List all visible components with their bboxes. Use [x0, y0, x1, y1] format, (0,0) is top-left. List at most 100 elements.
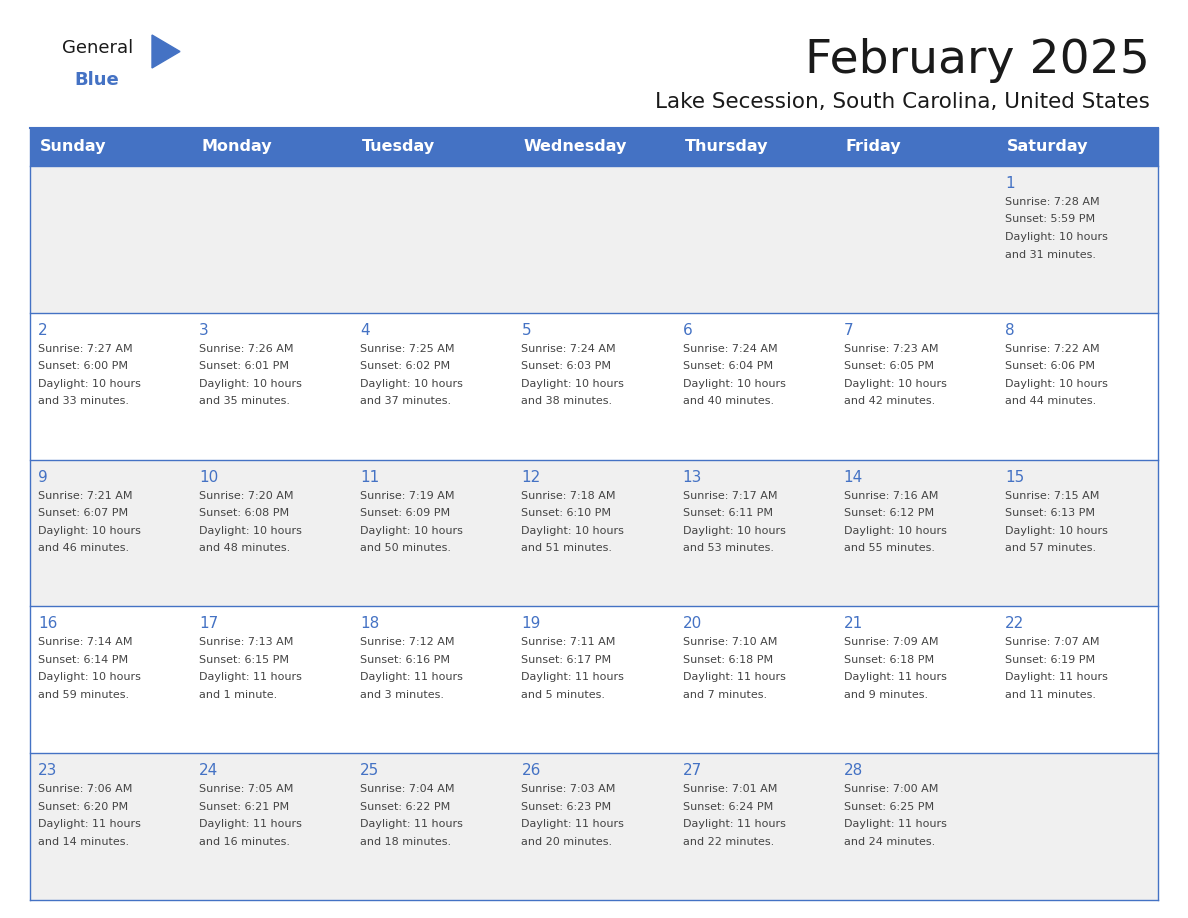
Text: Daylight: 10 hours: Daylight: 10 hours: [38, 379, 141, 389]
Text: Daylight: 11 hours: Daylight: 11 hours: [200, 819, 302, 829]
Text: Sunrise: 7:01 AM: Sunrise: 7:01 AM: [683, 784, 777, 794]
Text: Daylight: 10 hours: Daylight: 10 hours: [38, 526, 141, 535]
Text: and 33 minutes.: and 33 minutes.: [38, 397, 129, 407]
Text: Sunset: 6:17 PM: Sunset: 6:17 PM: [522, 655, 612, 665]
Text: Blue: Blue: [74, 71, 119, 89]
Text: Sunrise: 7:16 AM: Sunrise: 7:16 AM: [843, 490, 939, 500]
Text: 11: 11: [360, 470, 379, 485]
Text: and 42 minutes.: and 42 minutes.: [843, 397, 935, 407]
Bar: [30, 607, 1158, 753]
Text: Sunset: 6:10 PM: Sunset: 6:10 PM: [522, 508, 612, 518]
Text: Sunrise: 7:20 AM: Sunrise: 7:20 AM: [200, 490, 293, 500]
Text: 27: 27: [683, 763, 702, 778]
Text: Sunrise: 7:14 AM: Sunrise: 7:14 AM: [38, 637, 133, 647]
Text: 9: 9: [38, 470, 48, 485]
Text: Sunset: 6:13 PM: Sunset: 6:13 PM: [1005, 508, 1095, 518]
Text: Sunrise: 7:15 AM: Sunrise: 7:15 AM: [1005, 490, 1099, 500]
Text: Daylight: 10 hours: Daylight: 10 hours: [1005, 379, 1107, 389]
Text: and 46 minutes.: and 46 minutes.: [38, 543, 129, 554]
Text: Sunset: 6:18 PM: Sunset: 6:18 PM: [843, 655, 934, 665]
Text: 4: 4: [360, 323, 369, 338]
Text: 19: 19: [522, 616, 541, 632]
Text: Daylight: 11 hours: Daylight: 11 hours: [1005, 672, 1107, 682]
Text: Friday: Friday: [846, 140, 902, 154]
Text: Sunrise: 7:22 AM: Sunrise: 7:22 AM: [1005, 344, 1099, 353]
Text: 14: 14: [843, 470, 862, 485]
Text: and 50 minutes.: and 50 minutes.: [360, 543, 451, 554]
Text: Sunrise: 7:26 AM: Sunrise: 7:26 AM: [200, 344, 293, 353]
Text: 6: 6: [683, 323, 693, 338]
Text: Sunset: 6:22 PM: Sunset: 6:22 PM: [360, 801, 450, 812]
Text: and 38 minutes.: and 38 minutes.: [522, 397, 613, 407]
Text: Sunset: 6:21 PM: Sunset: 6:21 PM: [200, 801, 289, 812]
Text: 10: 10: [200, 470, 219, 485]
Text: and 9 minutes.: and 9 minutes.: [843, 690, 928, 700]
Text: Thursday: Thursday: [684, 140, 769, 154]
Text: 1: 1: [1005, 176, 1015, 191]
Text: and 22 minutes.: and 22 minutes.: [683, 836, 773, 846]
Text: 3: 3: [200, 323, 209, 338]
Text: Sunrise: 7:09 AM: Sunrise: 7:09 AM: [843, 637, 939, 647]
Text: and 20 minutes.: and 20 minutes.: [522, 836, 613, 846]
Text: Daylight: 11 hours: Daylight: 11 hours: [843, 672, 947, 682]
Text: Tuesday: Tuesday: [362, 140, 436, 154]
Text: 15: 15: [1005, 470, 1024, 485]
Text: 18: 18: [360, 616, 379, 632]
Text: Sunrise: 7:25 AM: Sunrise: 7:25 AM: [360, 344, 455, 353]
Text: Sunrise: 7:28 AM: Sunrise: 7:28 AM: [1005, 197, 1099, 207]
Bar: [30, 460, 1158, 607]
Text: Sunrise: 7:05 AM: Sunrise: 7:05 AM: [200, 784, 293, 794]
Text: Daylight: 10 hours: Daylight: 10 hours: [683, 379, 785, 389]
Text: Daylight: 10 hours: Daylight: 10 hours: [843, 379, 947, 389]
Text: Sunset: 6:08 PM: Sunset: 6:08 PM: [200, 508, 289, 518]
Text: Sunset: 6:14 PM: Sunset: 6:14 PM: [38, 655, 128, 665]
Text: Sunset: 6:24 PM: Sunset: 6:24 PM: [683, 801, 773, 812]
Text: Sunset: 6:23 PM: Sunset: 6:23 PM: [522, 801, 612, 812]
Text: Monday: Monday: [201, 140, 272, 154]
Text: 23: 23: [38, 763, 57, 778]
Text: Daylight: 11 hours: Daylight: 11 hours: [843, 819, 947, 829]
Text: 16: 16: [38, 616, 57, 632]
Text: and 48 minutes.: and 48 minutes.: [200, 543, 290, 554]
Text: Wednesday: Wednesday: [524, 140, 627, 154]
Text: Sunset: 6:02 PM: Sunset: 6:02 PM: [360, 362, 450, 371]
Text: Lake Secession, South Carolina, United States: Lake Secession, South Carolina, United S…: [655, 92, 1150, 112]
Polygon shape: [152, 35, 181, 68]
Text: 20: 20: [683, 616, 702, 632]
Text: and 55 minutes.: and 55 minutes.: [843, 543, 935, 554]
Text: 21: 21: [843, 616, 862, 632]
Text: Daylight: 11 hours: Daylight: 11 hours: [522, 819, 625, 829]
Text: Daylight: 11 hours: Daylight: 11 hours: [200, 672, 302, 682]
Text: and 3 minutes.: and 3 minutes.: [360, 690, 444, 700]
Text: February 2025: February 2025: [805, 38, 1150, 83]
Text: Sunrise: 7:12 AM: Sunrise: 7:12 AM: [360, 637, 455, 647]
Text: Daylight: 10 hours: Daylight: 10 hours: [683, 526, 785, 535]
Text: and 5 minutes.: and 5 minutes.: [522, 690, 606, 700]
Text: and 16 minutes.: and 16 minutes.: [200, 836, 290, 846]
Text: Sunset: 6:19 PM: Sunset: 6:19 PM: [1005, 655, 1095, 665]
Text: Daylight: 10 hours: Daylight: 10 hours: [38, 672, 141, 682]
Text: Daylight: 10 hours: Daylight: 10 hours: [200, 526, 302, 535]
Text: Sunset: 6:05 PM: Sunset: 6:05 PM: [843, 362, 934, 371]
Text: and 11 minutes.: and 11 minutes.: [1005, 690, 1095, 700]
Text: Daylight: 10 hours: Daylight: 10 hours: [360, 526, 463, 535]
Text: Daylight: 10 hours: Daylight: 10 hours: [843, 526, 947, 535]
Text: and 53 minutes.: and 53 minutes.: [683, 543, 773, 554]
Text: Sunrise: 7:19 AM: Sunrise: 7:19 AM: [360, 490, 455, 500]
Text: Sunset: 6:15 PM: Sunset: 6:15 PM: [200, 655, 289, 665]
Text: Sunset: 6:04 PM: Sunset: 6:04 PM: [683, 362, 772, 371]
Text: 25: 25: [360, 763, 379, 778]
Text: Sunrise: 7:23 AM: Sunrise: 7:23 AM: [843, 344, 939, 353]
Text: Sunrise: 7:13 AM: Sunrise: 7:13 AM: [200, 637, 293, 647]
Text: Sunset: 6:09 PM: Sunset: 6:09 PM: [360, 508, 450, 518]
Text: and 51 minutes.: and 51 minutes.: [522, 543, 613, 554]
Text: 8: 8: [1005, 323, 1015, 338]
Text: Sunset: 6:07 PM: Sunset: 6:07 PM: [38, 508, 128, 518]
Text: 7: 7: [843, 323, 853, 338]
Text: 2: 2: [38, 323, 48, 338]
Text: and 37 minutes.: and 37 minutes.: [360, 397, 451, 407]
Text: Daylight: 11 hours: Daylight: 11 hours: [683, 819, 785, 829]
Text: 5: 5: [522, 323, 531, 338]
Text: Sunrise: 7:17 AM: Sunrise: 7:17 AM: [683, 490, 777, 500]
Text: Daylight: 11 hours: Daylight: 11 hours: [360, 672, 463, 682]
